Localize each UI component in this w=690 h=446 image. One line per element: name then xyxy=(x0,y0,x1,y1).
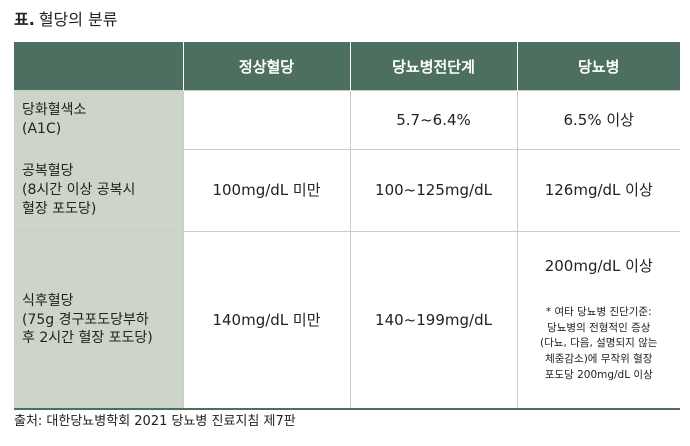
cell: 200mg/dL 이상 * 여타 당뇨병 진단기준: 당뇨병의 전형적인 증상 … xyxy=(516,231,680,409)
title-text: 혈당의 분류 xyxy=(38,10,118,29)
title: 표. 혈당의 분류 xyxy=(14,6,118,30)
cell: 126mg/dL 이상 xyxy=(516,149,680,232)
row: 식후혈당 (75g 경구포도당부하 후 2시간 혈장 포도당) 140mg/dL… xyxy=(14,231,680,409)
source: 출처: 대한당뇨병학회 2021 당뇨병 진료지침 제7판 xyxy=(14,414,296,429)
cell: 5.7~6.4% xyxy=(349,90,517,150)
cell: 100mg/dL 미만 xyxy=(182,149,350,232)
column-header: 당뇨병 xyxy=(516,42,680,91)
row: 당화혈색소 (A1C) 5.7~6.4% 6.5% 이상 xyxy=(14,90,680,150)
cell-note: * 여타 당뇨병 진단기준: 당뇨병의 전형적인 증상 (다뇨, 다음, 설명되… xyxy=(540,305,658,381)
classification-table: 정상혈당 당뇨병전단계 당뇨병 당화혈색소 (A1C) 5.7~6.4% 6.5… xyxy=(14,42,680,410)
cell: 140~199mg/dL xyxy=(349,231,517,409)
cell: 6.5% 이상 xyxy=(516,90,680,150)
column-header: 당뇨병전단계 xyxy=(349,42,517,91)
row: 공복혈당 (8시간 이상 공복시 혈장 포도당) 100mg/dL 미만 100… xyxy=(14,149,680,232)
column-header: 정상혈당 xyxy=(182,42,350,91)
cell: 100~125mg/dL xyxy=(349,149,517,232)
row-label: 공복혈당 (8시간 이상 공복시 혈장 포도당) xyxy=(14,149,183,232)
row-label: 당화혈색소 (A1C) xyxy=(14,90,183,150)
title-label: 표. xyxy=(14,10,35,29)
cell xyxy=(182,90,350,150)
header-row: 정상혈당 당뇨병전단계 당뇨병 xyxy=(14,42,680,91)
corner-cell xyxy=(14,42,183,91)
cell: 140mg/dL 미만 xyxy=(182,231,350,409)
cell-value: 200mg/dL 이상 xyxy=(544,257,653,276)
row-label: 식후혈당 (75g 경구포도당부하 후 2시간 혈장 포도당) xyxy=(14,231,183,409)
